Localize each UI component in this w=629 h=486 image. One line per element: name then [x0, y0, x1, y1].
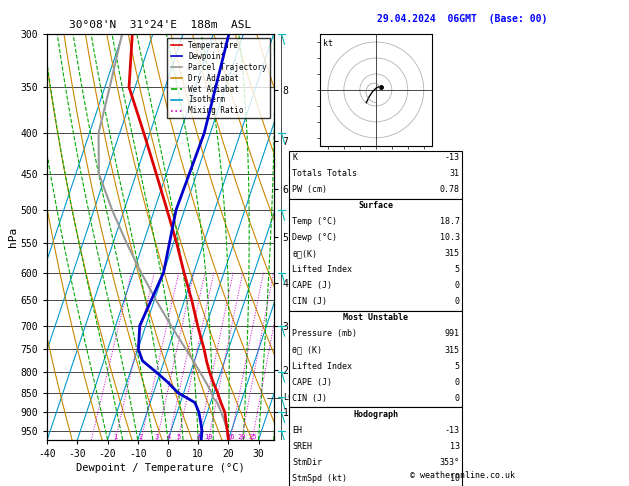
- Text: EH: EH: [292, 426, 303, 434]
- Text: LCL: LCL: [282, 393, 298, 402]
- Y-axis label: km
ASL: km ASL: [296, 215, 314, 237]
- Text: Lifted Index: Lifted Index: [292, 265, 352, 274]
- Text: Temp (°C): Temp (°C): [292, 217, 338, 226]
- Legend: Temperature, Dewpoint, Parcel Trajectory, Dry Adiabat, Wet Adiabat, Isotherm, Mi: Temperature, Dewpoint, Parcel Trajectory…: [167, 38, 270, 119]
- Text: 4: 4: [167, 434, 171, 440]
- Text: 0: 0: [455, 297, 460, 306]
- Text: Dewp (°C): Dewp (°C): [292, 233, 338, 242]
- Text: CAPE (J): CAPE (J): [292, 281, 333, 290]
- Text: K: K: [292, 153, 298, 162]
- Text: 31: 31: [450, 169, 460, 178]
- Text: CIN (J): CIN (J): [292, 297, 328, 306]
- Text: 18.7: 18.7: [440, 217, 460, 226]
- Text: Lifted Index: Lifted Index: [292, 362, 352, 370]
- Text: θᴄ (K): θᴄ (K): [292, 346, 323, 354]
- Text: 5: 5: [455, 362, 460, 370]
- Text: 353°: 353°: [440, 458, 460, 467]
- Text: StmSpd (kt): StmSpd (kt): [292, 474, 347, 483]
- Text: 0: 0: [455, 378, 460, 386]
- Text: SREH: SREH: [292, 442, 313, 451]
- Text: 5: 5: [455, 265, 460, 274]
- Text: -13: -13: [445, 426, 460, 434]
- Text: 315: 315: [445, 249, 460, 258]
- Text: 16: 16: [226, 434, 235, 440]
- Text: 2: 2: [139, 434, 143, 440]
- Text: -13: -13: [445, 153, 460, 162]
- Text: θᴄ(K): θᴄ(K): [292, 249, 318, 258]
- Text: 10: 10: [450, 474, 460, 483]
- Text: 13: 13: [450, 442, 460, 451]
- Text: 0: 0: [455, 281, 460, 290]
- Text: © weatheronline.co.uk: © weatheronline.co.uk: [410, 471, 515, 480]
- Y-axis label: hPa: hPa: [8, 227, 18, 247]
- Text: Surface: Surface: [359, 201, 393, 210]
- Text: 315: 315: [445, 346, 460, 354]
- Text: 0.78: 0.78: [440, 185, 460, 194]
- Title: 30°08'N  31°24'E  188m  ASL: 30°08'N 31°24'E 188m ASL: [69, 20, 252, 31]
- Text: 29.04.2024  06GMT  (Base: 00): 29.04.2024 06GMT (Base: 00): [377, 14, 547, 24]
- Text: 8: 8: [196, 434, 201, 440]
- Text: PW (cm): PW (cm): [292, 185, 328, 194]
- X-axis label: Dewpoint / Temperature (°C): Dewpoint / Temperature (°C): [76, 463, 245, 473]
- Text: CIN (J): CIN (J): [292, 394, 328, 402]
- Text: 3: 3: [155, 434, 159, 440]
- Text: 991: 991: [445, 330, 460, 338]
- Text: 0: 0: [455, 394, 460, 402]
- Text: 1: 1: [113, 434, 118, 440]
- Text: Totals Totals: Totals Totals: [292, 169, 357, 178]
- Text: Hodograph: Hodograph: [353, 410, 398, 418]
- Text: Pressure (mb): Pressure (mb): [292, 330, 357, 338]
- Text: 5: 5: [176, 434, 181, 440]
- Text: 25: 25: [248, 434, 257, 440]
- Text: 10: 10: [204, 434, 213, 440]
- Text: CAPE (J): CAPE (J): [292, 378, 333, 386]
- Text: 10.3: 10.3: [440, 233, 460, 242]
- Text: 20: 20: [237, 434, 245, 440]
- Text: kt: kt: [323, 39, 333, 48]
- Text: StmDir: StmDir: [292, 458, 323, 467]
- Text: Most Unstable: Most Unstable: [343, 313, 408, 322]
